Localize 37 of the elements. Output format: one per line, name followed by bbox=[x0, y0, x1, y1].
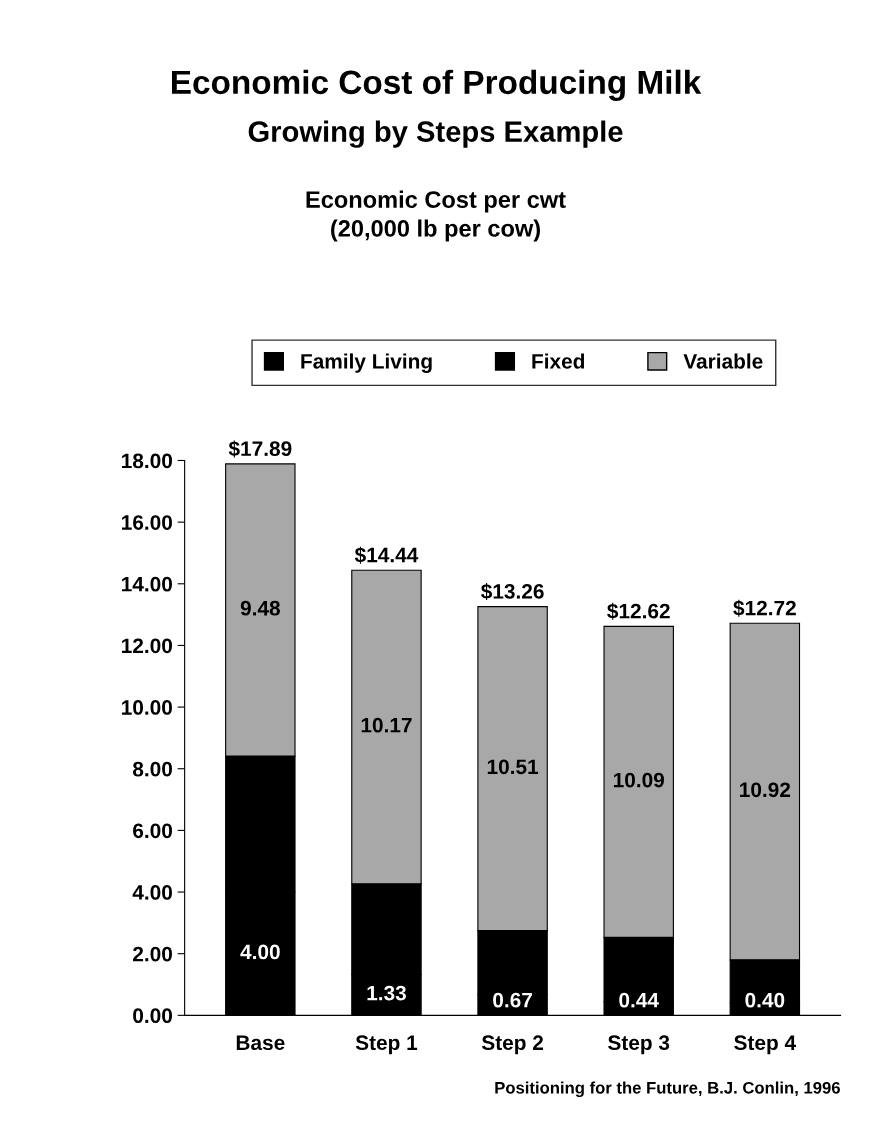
y-tick-label: 12.00 bbox=[122, 638, 172, 654]
y-tick-label: 4.00 bbox=[132, 885, 172, 900]
total-label: $12.72 bbox=[733, 599, 796, 617]
data-label: 0.67 bbox=[493, 992, 532, 1008]
y-tick-label: 8.00 bbox=[132, 761, 172, 777]
legend-label: Variable bbox=[683, 353, 763, 369]
data-label: 0.40 bbox=[745, 992, 785, 1008]
text: Positioning for the Future, B.J. Conlin, 1996 bbox=[495, 1081, 840, 1098]
y-tick-label: 0.00 bbox=[133, 1008, 172, 1024]
data-label: 1.33 bbox=[367, 985, 406, 1001]
data-label: 10.17 bbox=[361, 717, 412, 733]
chart-title: Economic Cost of Producing Milk bbox=[171, 69, 702, 101]
data-label: 0.44 bbox=[619, 992, 659, 1008]
x-tick-label: Step 1 bbox=[355, 1035, 418, 1055]
x-tick-label: Step 3 bbox=[608, 1035, 670, 1055]
data-label: 10.92 bbox=[740, 782, 791, 798]
total-label: $17.89 bbox=[228, 440, 292, 458]
legend-label: Fixed bbox=[532, 353, 585, 369]
y-tick-label: 10.00 bbox=[122, 700, 172, 715]
x-tick-label: Step 2 bbox=[481, 1035, 544, 1055]
data-label: 4.00 bbox=[240, 944, 280, 960]
data-label: 10.09 bbox=[613, 772, 665, 788]
data-label: 9.48 bbox=[240, 600, 280, 616]
legend-label: Family Living bbox=[301, 353, 432, 373]
total-label: $14.44 bbox=[354, 546, 419, 564]
chart-subtitle: Growing by Steps Example bbox=[248, 120, 623, 148]
data-label: 10.51 bbox=[487, 759, 539, 775]
y-tick-label: 2.00 bbox=[133, 946, 172, 962]
text: Economic Cost per cwt (20,000 lb per cow) bbox=[306, 190, 566, 242]
total-label: $12.62 bbox=[607, 602, 670, 620]
y-tick-label: 14.00 bbox=[122, 576, 172, 592]
y-tick-label: 18.00 bbox=[122, 453, 172, 469]
y-tick-label: 16.00 bbox=[122, 515, 172, 530]
total-label: $13.26 bbox=[481, 583, 544, 601]
x-tick-label: Step 4 bbox=[734, 1035, 796, 1055]
x-tick-label: Base bbox=[236, 1035, 285, 1051]
y-tick-label: 6.00 bbox=[133, 823, 172, 839]
